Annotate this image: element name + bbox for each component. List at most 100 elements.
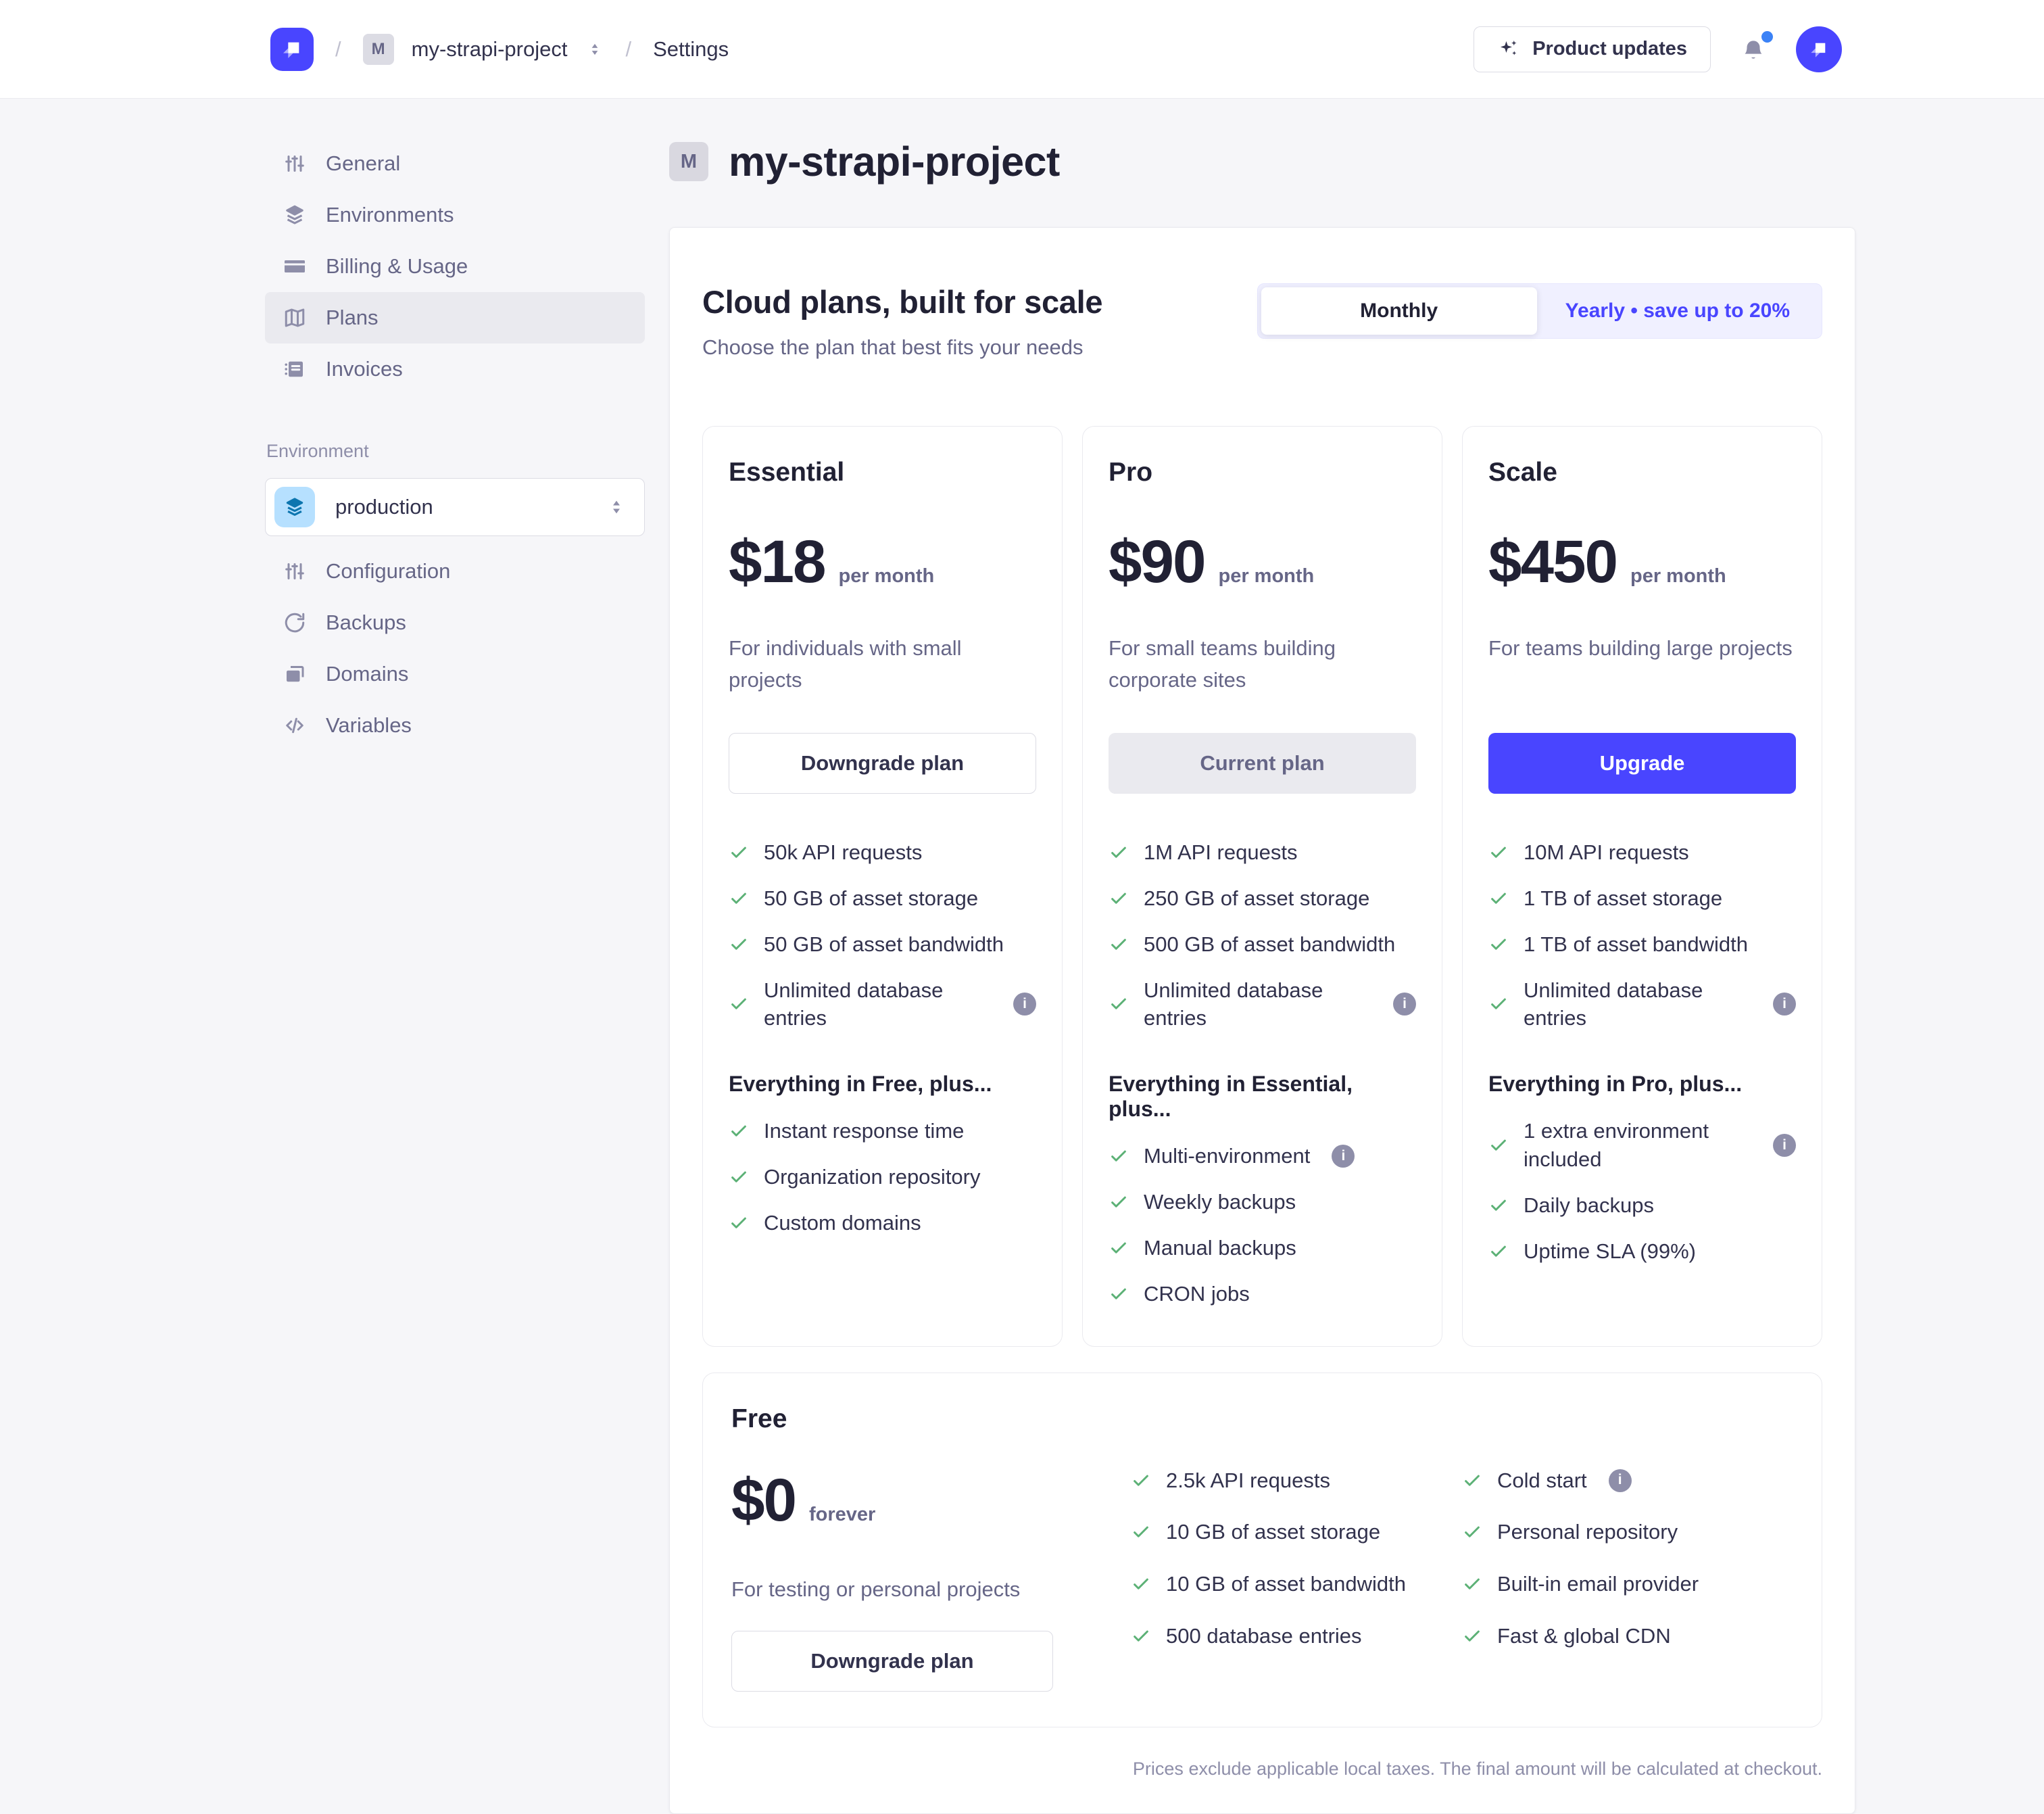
sidebar-item-label: General: [326, 151, 401, 175]
toggle-monthly[interactable]: Monthly: [1261, 287, 1537, 335]
check-icon: [1462, 1574, 1482, 1594]
plans-subtitle: Choose the plan that best fits your need…: [702, 335, 1084, 359]
plan-name: Pro: [1109, 458, 1153, 487]
billing-period-toggle: Monthly Yearly • save up to 20%: [1257, 283, 1822, 339]
project-title-badge: M: [669, 142, 708, 181]
feature-item: Cold start i: [1462, 1466, 1793, 1495]
check-icon: [729, 842, 749, 863]
sidebar-item-plans[interactable]: Plans: [265, 292, 645, 343]
environment-section-label: Environment: [266, 441, 369, 461]
check-icon: [1131, 1626, 1151, 1646]
check-icon: [729, 934, 749, 955]
topbar: / M my-strapi-project / Settings Product…: [0, 0, 2044, 99]
notifications-bell-icon[interactable]: [1741, 30, 1773, 62]
sidebar-item-label: Plans: [326, 306, 379, 329]
layers-icon: [283, 203, 307, 227]
code-icon: [283, 713, 307, 738]
plan-card-essential: Essential $18 per month For individuals …: [702, 426, 1063, 1347]
info-icon[interactable]: i: [1773, 993, 1796, 1016]
feature-item: 50 GB of asset storage: [729, 884, 1036, 913]
check-icon: [1109, 994, 1129, 1014]
plan-description: For individuals with small projects: [729, 636, 962, 692]
sidebar-item-label: Environments: [326, 203, 454, 226]
info-icon[interactable]: i: [1608, 1469, 1632, 1492]
breadcrumb-settings[interactable]: Settings: [653, 37, 729, 61]
plan-price: $90: [1109, 527, 1206, 595]
plan-card-scale: Scale $450 per month For teams building …: [1462, 426, 1822, 1347]
check-icon: [1488, 1135, 1509, 1155]
upgrade-button[interactable]: Upgrade: [1488, 733, 1796, 794]
check-icon: [729, 888, 749, 909]
plan-period: per month: [838, 565, 935, 587]
map-icon: [283, 306, 307, 330]
feature-item: Custom domains: [729, 1209, 1036, 1237]
plan-description: For testing or personal projects: [731, 1577, 1021, 1601]
credit-card-icon: [283, 254, 307, 279]
feature-item: 10 GB of asset bandwidth: [1131, 1570, 1462, 1598]
downgrade-plan-button[interactable]: Downgrade plan: [729, 733, 1036, 794]
product-updates-button[interactable]: Product updates: [1474, 26, 1711, 72]
check-icon: [1109, 1146, 1129, 1166]
project-switcher-icon[interactable]: [586, 41, 604, 58]
feature-item: Unlimited database entries i: [729, 976, 1036, 1033]
sidebar-item-label: Backups: [326, 611, 406, 634]
check-icon: [1488, 934, 1509, 955]
environment-nav: Configuration Backups Domains Variables: [265, 546, 645, 751]
check-icon: [1131, 1574, 1151, 1594]
chevron-up-down-icon: [606, 497, 627, 517]
product-updates-label: Product updates: [1532, 38, 1687, 59]
plan-card-free: Free $0 forever For testing or personal …: [702, 1372, 1822, 1728]
check-icon: [1109, 842, 1129, 863]
avatar-logo-icon: [1811, 43, 1826, 57]
plan-period: forever: [809, 1503, 876, 1525]
feature-item: 10 GB of asset storage: [1131, 1518, 1462, 1546]
info-icon[interactable]: i: [1332, 1145, 1355, 1168]
check-icon: [729, 1121, 749, 1141]
plan-more-features: 1 extra environment included i Daily bac…: [1488, 1117, 1796, 1265]
check-icon: [729, 994, 749, 1014]
page-title: my-strapi-project: [729, 139, 1060, 185]
sidebar-item-general[interactable]: General: [265, 138, 645, 189]
toggle-yearly[interactable]: Yearly • save up to 20%: [1565, 300, 1790, 322]
plan-name: Essential: [729, 458, 845, 487]
breadcrumb: / M my-strapi-project / Settings: [270, 27, 1474, 71]
feature-item: Weekly backups: [1109, 1188, 1416, 1216]
sidebar-item-backups[interactable]: Backups: [265, 597, 645, 648]
plan-price: $0: [731, 1465, 797, 1533]
sidebar-item-label: Billing & Usage: [326, 254, 468, 278]
feature-item: Fast & global CDN: [1462, 1622, 1793, 1650]
sparkles-icon: [1497, 38, 1520, 61]
check-icon: [1109, 888, 1129, 909]
plan-period: per month: [1630, 565, 1726, 587]
environment-select[interactable]: production: [265, 478, 645, 536]
downgrade-plan-button[interactable]: Downgrade plan: [731, 1631, 1053, 1692]
feature-item: Personal repository: [1462, 1518, 1793, 1546]
strapi-logo[interactable]: [270, 27, 314, 71]
sidebar-item-label: Variables: [326, 713, 412, 737]
info-icon[interactable]: i: [1013, 993, 1036, 1016]
sidebar-item-configuration[interactable]: Configuration: [265, 546, 645, 597]
info-icon[interactable]: i: [1773, 1134, 1796, 1157]
check-icon: [1488, 842, 1509, 863]
user-avatar[interactable]: [1796, 26, 1842, 72]
plan-features: 50k API requests 50 GB of asset storage: [729, 838, 1036, 1032]
info-icon[interactable]: i: [1393, 993, 1416, 1016]
breadcrumb-separator: /: [625, 37, 632, 61]
free-features-col2: Cold start i Personal repository: [1462, 1466, 1793, 1650]
feature-item: Multi-environment i: [1109, 1142, 1416, 1170]
sidebar-item-domains[interactable]: Domains: [265, 648, 645, 700]
sidebar-item-variables[interactable]: Variables: [265, 700, 645, 751]
free-features-col1: 2.5k API requests 10 GB of asset storage: [1131, 1466, 1462, 1650]
breadcrumb-project[interactable]: my-strapi-project: [411, 37, 568, 61]
check-icon: [1109, 934, 1129, 955]
current-plan-button[interactable]: Current plan: [1109, 733, 1416, 794]
sidebar-item-label: Configuration: [326, 559, 451, 583]
sidebar-item-environments[interactable]: Environments: [265, 189, 645, 241]
environment-select-value: production: [335, 495, 433, 519]
check-icon: [1488, 888, 1509, 909]
check-icon: [1488, 1195, 1509, 1216]
feature-item: Manual backups: [1109, 1234, 1416, 1262]
sidebar-item-invoices[interactable]: Invoices: [265, 343, 645, 395]
feature-item: Built-in email provider: [1462, 1570, 1793, 1598]
sidebar-item-billing[interactable]: Billing & Usage: [265, 241, 645, 292]
